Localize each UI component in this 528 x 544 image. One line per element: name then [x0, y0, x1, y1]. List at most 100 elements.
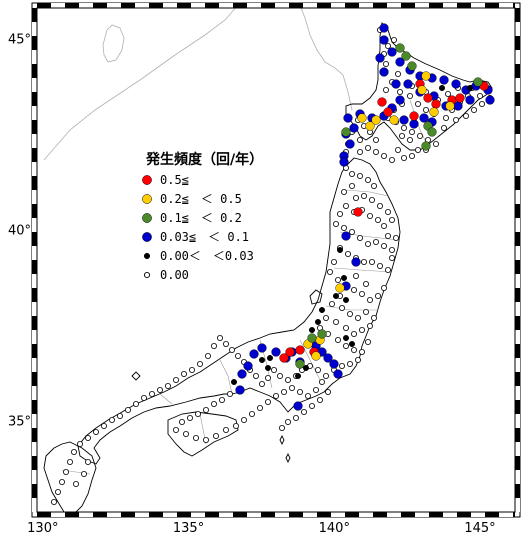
station-zero — [352, 272, 359, 279]
station-black — [341, 275, 348, 282]
frame-segment-right — [515, 50, 520, 64]
frame-segment-bottom — [121, 512, 135, 517]
station-zero — [117, 412, 124, 419]
frame-segment-top — [485, 3, 499, 8]
station-zero — [270, 366, 277, 373]
frame-segment-bottom — [345, 512, 359, 517]
frame-segment-bottom — [303, 512, 317, 517]
station-zero — [264, 374, 271, 381]
frame-segment-right — [515, 22, 520, 36]
station-zero — [140, 394, 147, 401]
frame-segment-left — [32, 134, 37, 148]
station-zero — [336, 210, 343, 217]
frame-segment-top — [415, 3, 429, 8]
station-zero — [380, 242, 387, 249]
frame-segment-top — [233, 3, 247, 8]
station-red — [353, 207, 363, 217]
station-zero — [358, 348, 365, 355]
frame-segment-left — [32, 78, 37, 92]
frame-segment-right — [515, 134, 520, 148]
station-zero — [376, 262, 383, 269]
station-green — [317, 329, 327, 339]
station-yellow — [429, 107, 439, 117]
station-zero — [462, 113, 469, 120]
frame-segment-right — [515, 8, 520, 22]
station-zero — [360, 258, 367, 265]
station-zero — [408, 152, 415, 159]
frame-segment-bottom — [415, 512, 429, 517]
station-black — [319, 307, 326, 314]
frame-segment-right — [515, 470, 520, 484]
frame-inner — [36, 7, 516, 513]
frame-segment-left — [32, 64, 37, 78]
station-yellow — [445, 101, 455, 111]
frame-segment-left — [32, 36, 37, 50]
station-zero — [362, 308, 369, 315]
frame-segment-left — [32, 414, 37, 428]
frame-segment-right — [515, 246, 520, 260]
station-zero — [346, 310, 353, 317]
station-blue — [351, 257, 361, 267]
station-zero — [264, 398, 271, 405]
frame-segment-bottom — [485, 512, 499, 517]
station-zero — [312, 386, 319, 393]
station-zero — [196, 360, 203, 367]
frame-segment-left — [32, 316, 37, 330]
frame-segment-right — [515, 204, 520, 218]
station-zero — [356, 172, 363, 179]
station-zero — [350, 286, 357, 293]
legend-swatch — [142, 213, 152, 223]
station-green — [401, 51, 411, 61]
station-blue — [339, 157, 349, 167]
frame-segment-right — [515, 274, 520, 288]
frame-segment-bottom — [247, 512, 261, 517]
station-zero — [67, 458, 74, 465]
frame-segment-left — [32, 22, 37, 36]
frame-segment-top — [345, 3, 359, 8]
station-blue — [465, 95, 475, 105]
frame-segment-right — [515, 386, 520, 400]
frame-segment-left — [32, 260, 37, 274]
frame-segment-right — [515, 218, 520, 232]
frame-segment-left — [32, 8, 37, 22]
frame-segment-left — [32, 148, 37, 162]
frame-segment-top — [457, 3, 471, 8]
frame-segment-top — [289, 3, 303, 8]
station-zero — [258, 380, 265, 387]
station-zero — [194, 410, 201, 417]
legend-swatch — [143, 271, 151, 279]
frame-segment-bottom — [429, 512, 443, 517]
station-blue — [271, 347, 281, 357]
station-black — [230, 379, 237, 386]
frame-segment-bottom — [275, 512, 289, 517]
station-zero — [334, 276, 341, 283]
station-zero — [272, 392, 279, 399]
frame-segment-right — [515, 344, 520, 358]
station-zero — [470, 107, 477, 114]
station-zero — [352, 194, 359, 201]
station-red — [423, 93, 433, 103]
frame-segment-top — [275, 3, 289, 8]
station-zero — [432, 140, 439, 147]
frame-segment-top — [429, 3, 443, 8]
frame-segment-left — [32, 106, 37, 120]
station-zero — [452, 117, 459, 124]
frame-segment-bottom — [317, 512, 331, 517]
station-zero — [132, 400, 139, 407]
station-zero — [348, 228, 355, 235]
station-zero — [218, 396, 225, 403]
station-zero — [478, 101, 485, 108]
station-blue — [243, 361, 253, 371]
station-zero — [322, 372, 329, 379]
station-zero — [364, 338, 371, 345]
frame-segment-top — [247, 3, 261, 8]
station-black — [267, 355, 274, 362]
station-zero — [400, 154, 407, 161]
station-zero — [51, 498, 58, 505]
station-zero — [330, 258, 337, 265]
station-zero — [256, 404, 263, 411]
station-black — [295, 373, 302, 380]
lat-tick-label: 40° — [8, 223, 31, 238]
station-red — [455, 93, 465, 103]
station-zero — [202, 436, 209, 443]
